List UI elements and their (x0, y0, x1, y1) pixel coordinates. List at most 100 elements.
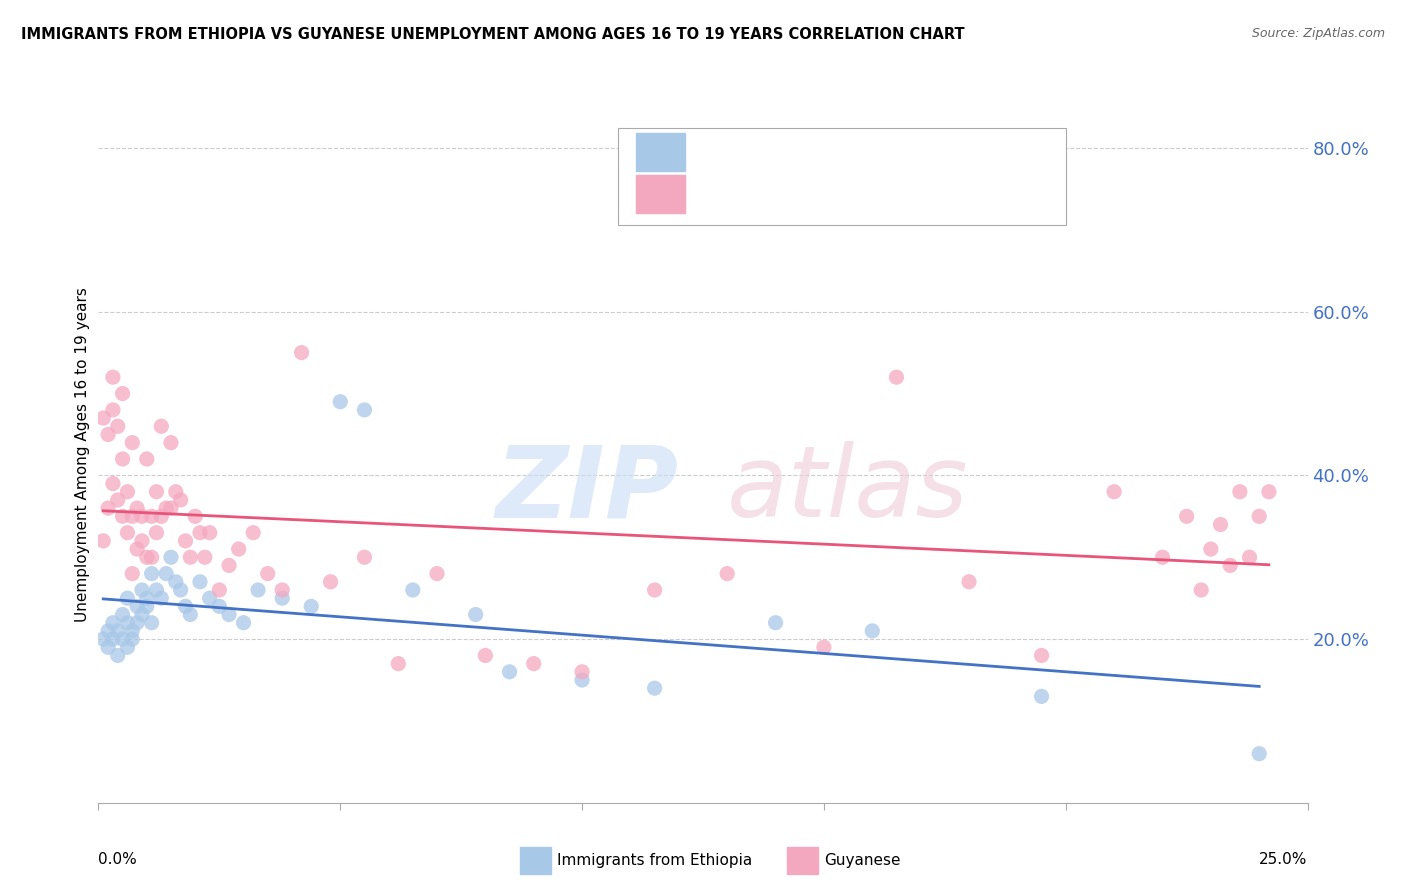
Point (101, 476, 124, 491)
Point (101, 370, 124, 384)
Point (150, 509, 173, 524)
Point (1229, 484, 1251, 499)
Point (97, 501, 120, 516)
Point (107, 419, 129, 434)
Point (107, 624, 129, 638)
Point (107, 492, 129, 507)
Point (271, 582, 294, 597)
Point (571, 673, 593, 687)
FancyBboxPatch shape (619, 128, 1066, 226)
Point (150, 591, 173, 606)
Point (1257, 484, 1279, 499)
Point (523, 657, 546, 671)
Point (218, 558, 240, 573)
Point (165, 484, 187, 499)
Point (117, 591, 139, 606)
Point (1199, 542, 1222, 557)
Point (97, 624, 120, 638)
Point (387, 657, 409, 671)
Text: ZIP: ZIP (496, 442, 679, 538)
Point (1219, 558, 1241, 573)
Point (121, 435, 143, 450)
Point (290, 345, 312, 359)
Text: Immigrants from Ethiopia: Immigrants from Ethiopia (557, 854, 752, 868)
Point (860, 624, 883, 638)
Point (145, 484, 167, 499)
Point (402, 582, 425, 597)
Point (247, 582, 270, 597)
Point (644, 582, 666, 597)
Point (1249, 509, 1271, 524)
Point (160, 550, 183, 565)
Point (1031, 648, 1053, 663)
Point (571, 665, 593, 679)
Point (117, 615, 139, 630)
Point (131, 582, 153, 597)
Text: 0.226: 0.226 (762, 185, 823, 203)
Point (188, 574, 211, 589)
Point (121, 509, 143, 524)
Point (886, 370, 908, 384)
Text: 0.0%: 0.0% (98, 852, 138, 866)
Point (271, 591, 294, 606)
Text: -0.050: -0.050 (762, 144, 823, 161)
Bar (637, 133, 685, 171)
Point (1031, 690, 1053, 704)
Text: Guyanese: Guyanese (824, 854, 900, 868)
Point (97, 640, 120, 655)
Point (644, 681, 666, 696)
Point (1209, 517, 1232, 532)
Point (169, 582, 191, 597)
Point (91, 632, 114, 646)
Y-axis label: Unemployment Among Ages 16 to 19 years: Unemployment Among Ages 16 to 19 years (75, 287, 90, 623)
Point (141, 566, 163, 581)
Point (141, 550, 163, 565)
Point (131, 533, 153, 548)
Point (1249, 747, 1271, 761)
Point (111, 607, 134, 622)
Point (141, 509, 163, 524)
Point (127, 599, 149, 614)
Point (117, 484, 139, 499)
Point (1239, 550, 1261, 565)
Point (165, 574, 187, 589)
Point (155, 566, 177, 581)
Point (111, 632, 134, 646)
Point (111, 452, 134, 467)
Point (155, 501, 177, 516)
Point (121, 632, 143, 646)
Text: 71: 71 (953, 185, 973, 203)
Text: IMMIGRANTS FROM ETHIOPIA VS GUYANESE UNEMPLOYMENT AMONG AGES 16 TO 19 YEARS CORR: IMMIGRANTS FROM ETHIOPIA VS GUYANESE UNE… (21, 27, 965, 42)
Text: N =: N = (875, 144, 935, 161)
Point (426, 566, 449, 581)
Point (184, 509, 207, 524)
Text: 25.0%: 25.0% (1260, 852, 1308, 866)
Text: atlas: atlas (727, 442, 969, 538)
Point (179, 607, 201, 622)
Point (353, 550, 375, 565)
Point (135, 591, 157, 606)
Point (1152, 550, 1174, 565)
Point (198, 591, 221, 606)
Point (188, 525, 211, 540)
Point (127, 615, 149, 630)
Point (198, 525, 221, 540)
Point (91, 533, 114, 548)
Point (228, 542, 250, 557)
Point (242, 525, 264, 540)
Point (135, 452, 157, 467)
Point (117, 640, 139, 655)
Point (174, 533, 197, 548)
Point (101, 615, 124, 630)
Point (208, 582, 231, 597)
Point (160, 501, 183, 516)
Point (299, 599, 322, 614)
Point (813, 640, 835, 655)
Point (716, 566, 738, 581)
Point (232, 615, 254, 630)
Point (319, 574, 342, 589)
Point (1175, 509, 1198, 524)
Point (208, 599, 231, 614)
Point (91, 411, 114, 425)
Bar (637, 175, 685, 213)
